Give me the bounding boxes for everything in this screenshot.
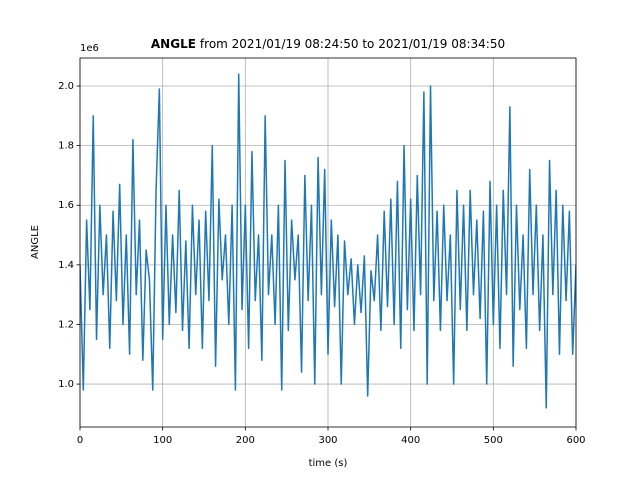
x-tick-label: 0 bbox=[77, 435, 83, 446]
y-tick-label: 1.0 bbox=[58, 379, 74, 390]
x-axis-label: time (s) bbox=[309, 458, 348, 469]
chart-title: ANGLE from 2021/01/19 08:24:50 to 2021/01… bbox=[151, 37, 505, 51]
y-offset-label: 1e6 bbox=[80, 43, 99, 54]
x-tick-label: 400 bbox=[401, 435, 420, 446]
title-text: from 2021/01/19 08:24:50 to 2021/01/19 0… bbox=[200, 37, 505, 51]
y-tick-label: 1.6 bbox=[58, 200, 74, 211]
x-tick-label: 500 bbox=[484, 435, 503, 446]
title-variable: ANGLE bbox=[151, 37, 196, 51]
y-tick-label: 1.8 bbox=[58, 141, 74, 152]
y-tick-label: 2.0 bbox=[58, 81, 74, 92]
x-tick-label: 600 bbox=[566, 435, 585, 446]
grid bbox=[79, 58, 577, 427]
y-axis-label: ANGLE bbox=[30, 225, 41, 259]
x-tick-label: 100 bbox=[153, 435, 172, 446]
x-tick-label: 300 bbox=[318, 435, 337, 446]
x-tick-label: 200 bbox=[236, 435, 255, 446]
y-tick-label: 1.2 bbox=[58, 319, 74, 330]
plot-area bbox=[80, 73, 576, 409]
data-line bbox=[80, 73, 576, 409]
ticks: 0 100 200 300 400 500 600 1.0 1.2 1.4 1.6 1.8 2.0 bbox=[58, 81, 585, 446]
y-tick-label: 1.4 bbox=[58, 260, 74, 271]
